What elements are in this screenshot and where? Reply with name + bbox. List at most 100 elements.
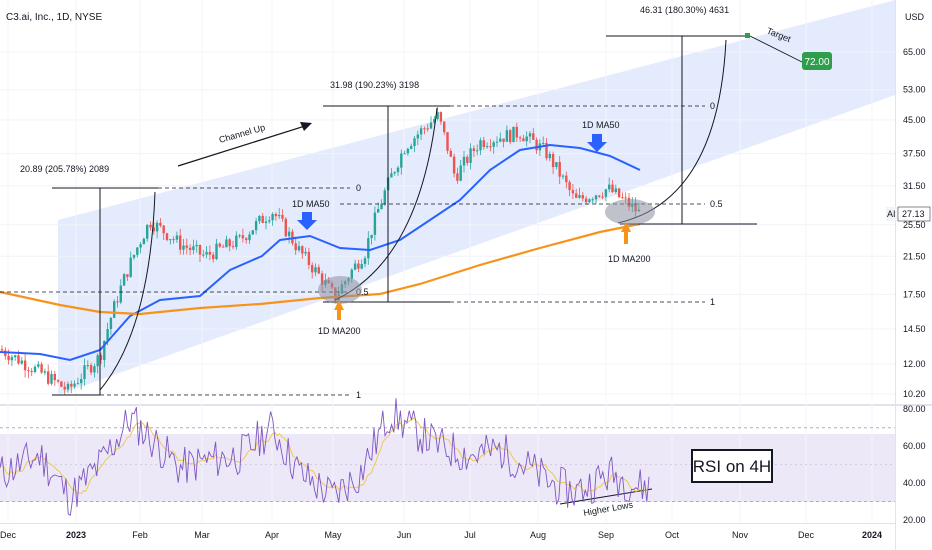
candle-body: [400, 153, 403, 168]
candle-body: [443, 121, 446, 133]
candle-body: [185, 245, 188, 248]
candle-body: [23, 360, 27, 371]
rise-label-1: 20.89 (205.78%) 2089: [20, 164, 109, 174]
candle-body: [56, 380, 60, 382]
price-tick-label: 45.00: [903, 115, 926, 125]
support-ellipse-2: [605, 199, 655, 225]
candle-body: [604, 189, 608, 197]
candle-body: [268, 220, 271, 222]
candle-body: [297, 246, 301, 251]
candle-body: [172, 239, 175, 241]
candle-body: [472, 148, 476, 151]
candle-body: [142, 238, 146, 245]
candle-body: [53, 373, 56, 381]
candle-body: [7, 355, 10, 361]
candle-body: [492, 142, 495, 147]
candle-body: [165, 233, 169, 240]
fib05-label-1: 0.5: [356, 287, 369, 297]
candle-body: [320, 273, 324, 285]
candle-body: [106, 329, 109, 341]
candle-body: [499, 138, 502, 142]
price-tick-label: 12.00: [903, 359, 926, 369]
candle-body: [136, 247, 139, 255]
candle-body: [274, 213, 278, 217]
candle-body: [202, 254, 205, 256]
candle-body: [152, 227, 155, 232]
candle-body: [518, 137, 522, 139]
candle-body: [608, 184, 611, 190]
candle-body: [198, 244, 202, 255]
candle-body: [403, 153, 406, 155]
channel-up-band: [58, 0, 895, 395]
rsi-line: [0, 398, 650, 516]
candle-body: [215, 243, 218, 260]
time-tick-label: Mar: [194, 530, 210, 540]
candle-body: [571, 190, 575, 194]
candle-body: [584, 198, 588, 203]
candle-body: [528, 133, 532, 137]
price-tick-label: 14.50: [903, 324, 926, 334]
candle-body: [370, 234, 373, 239]
rsi-tick-label: 60.00: [903, 441, 926, 451]
candle-body: [535, 139, 538, 151]
candle-body: [377, 209, 380, 213]
time-tick-label: Oct: [665, 530, 680, 540]
candle-body: [545, 142, 548, 159]
rsi-title: RSI on 4H: [693, 457, 771, 476]
price-tick-label: 17.50: [903, 289, 926, 299]
candle-body: [284, 218, 287, 237]
candle-body: [568, 182, 571, 191]
candle-body: [10, 357, 14, 361]
candle-body: [37, 364, 40, 367]
candle-body: [258, 215, 261, 222]
candle-body: [383, 190, 386, 204]
candle-body: [532, 133, 535, 140]
ma50-label-2: 1D MA50: [582, 120, 620, 130]
candle-body: [476, 150, 479, 152]
candle-body: [502, 138, 505, 142]
candle-body: [466, 156, 469, 163]
candle-body: [429, 122, 433, 129]
candle-body: [155, 222, 159, 232]
rsi-tick-label: 20.00: [903, 515, 926, 525]
candle-body: [482, 140, 485, 147]
time-tick-label: Dec: [798, 530, 815, 540]
channel-up-arrowhead: [300, 122, 312, 131]
candle-body: [558, 162, 561, 177]
fib1-label-1: 1: [356, 390, 361, 400]
time-tick-label: Jul: [464, 530, 476, 540]
candle-body: [410, 146, 413, 149]
price-tick-label: 31.50: [903, 181, 926, 191]
time-tick-label: Sep: [598, 530, 614, 540]
candle-body: [129, 257, 132, 277]
candle-body: [33, 366, 37, 372]
candle-body: [449, 150, 452, 157]
candle-body: [228, 239, 231, 247]
ma200-label-1: 1D MA200: [318, 326, 361, 336]
candle-body: [380, 203, 383, 210]
candle-body: [419, 128, 423, 135]
candle-body: [301, 246, 304, 254]
candle-body: [225, 239, 228, 248]
candle-body: [86, 365, 89, 367]
candle-body: [525, 136, 528, 142]
candle-body: [0, 349, 4, 351]
candle-body: [598, 195, 601, 197]
candle-body: [522, 138, 525, 142]
candle-body: [314, 267, 317, 273]
candle-body: [195, 244, 198, 247]
candle-body: [175, 235, 179, 240]
candle-body: [281, 214, 284, 219]
candle-body: [423, 128, 426, 130]
candle-body: [621, 197, 624, 199]
candle-body: [116, 301, 119, 303]
rise-label-2: 31.98 (190.23%) 3198: [330, 80, 419, 90]
candle-body: [245, 238, 248, 241]
candle-body: [96, 355, 99, 367]
fib0-label-2: 0: [710, 101, 715, 111]
time-tick-label: Apr: [265, 530, 279, 540]
support-ellipse-1: [318, 276, 362, 304]
candle-body: [132, 254, 136, 258]
candle-body: [99, 355, 103, 360]
